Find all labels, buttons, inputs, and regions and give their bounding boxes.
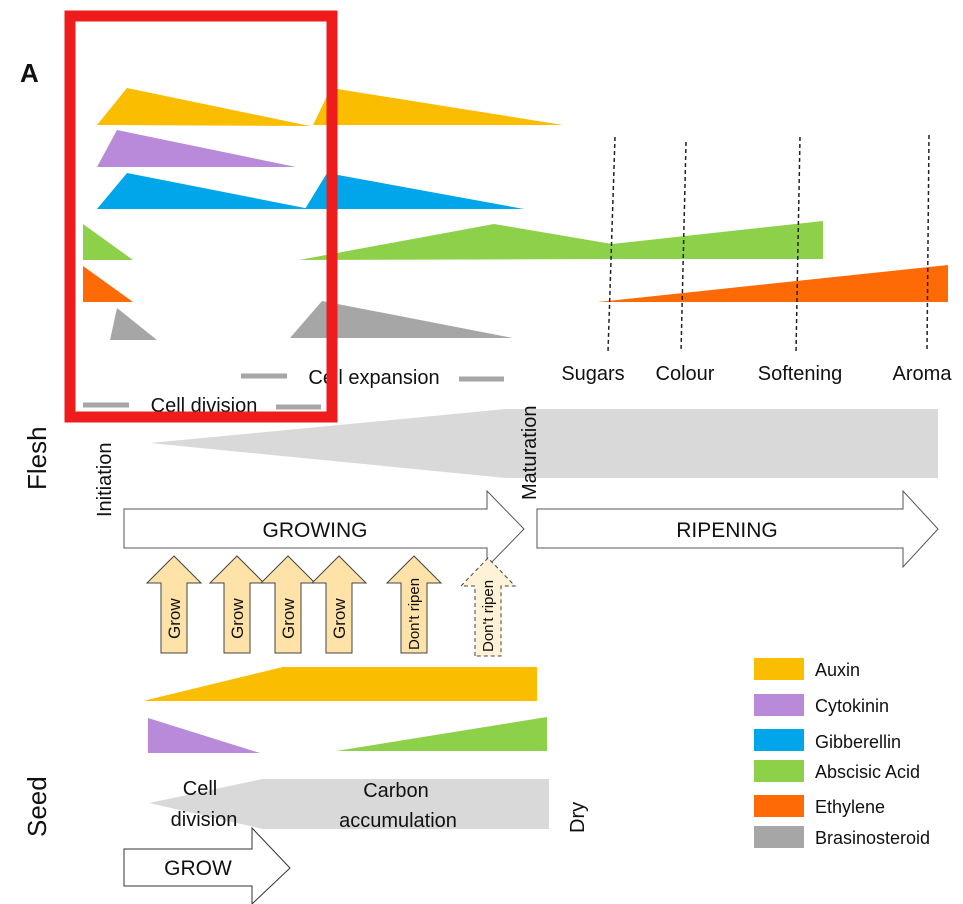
flesh-cytokinin-shape	[97, 130, 296, 167]
initiation-label: Initiation	[94, 443, 116, 518]
seed-aba-shape	[336, 717, 547, 751]
seed-cytokinin-shape	[148, 718, 260, 753]
seed-cell-division-label-line2: division	[171, 809, 238, 831]
flesh-auxin-shape-1	[97, 88, 310, 126]
ripening-trait-labels: Sugars Colour Softening Aroma	[561, 363, 952, 385]
legend-swatch-gibberellin	[754, 729, 804, 751]
signal-label-dont-ripen-1: Don't ripen	[406, 578, 423, 650]
legend-label-gibberellin: Gibberellin	[815, 732, 901, 752]
flesh-gibberellin-shape-2	[305, 173, 524, 209]
flesh-ethylene-shape-2	[598, 265, 948, 302]
seed-cell-division-label-line1: Cell	[183, 778, 217, 800]
flesh-brassinosteroid-shape-2	[290, 301, 513, 338]
ripening-arrow-label: RIPENING	[676, 519, 778, 542]
flesh-ethylene-shape-1	[83, 266, 133, 302]
trait-label-softening: Softening	[758, 363, 843, 385]
panel-label: A	[20, 58, 39, 88]
legend-item-abscisic-acid: Abscisic Acid	[754, 760, 920, 782]
trait-label-aroma: Aroma	[893, 363, 953, 385]
seed-carbon-label-line1: Carbon	[363, 780, 429, 802]
legend-swatch-ethylene	[754, 795, 804, 817]
flesh-gibberellin-shape-1	[97, 173, 310, 209]
legend-item-auxin: Auxin	[754, 658, 860, 680]
flesh-auxin-shape-2	[313, 88, 563, 125]
legend-item-brasinosteroid: Brasinosteroid	[754, 826, 930, 848]
flesh-brassinosteroid-shape-1	[110, 308, 157, 340]
signal-label-grow-4: Grow	[330, 598, 349, 639]
seed-hormone-profiles	[143, 667, 547, 753]
legend-swatch-auxin	[754, 658, 804, 680]
signal-arrow-grow-2: Grow	[210, 556, 264, 653]
legend-label-ethylene: Ethylene	[815, 797, 885, 817]
maturation-label: Maturation	[519, 406, 541, 501]
seed-grow-arrow: GROW	[124, 828, 290, 904]
legend-label-cytokinin: Cytokinin	[815, 696, 889, 716]
legend-item-ethylene: Ethylene	[754, 795, 885, 817]
flesh-stage-arrows: GROWING RIPENING	[124, 491, 938, 567]
signal-label-grow-1: Grow	[165, 598, 184, 639]
flesh-phase-indicators: Cell expansion Cell division	[83, 367, 504, 417]
legend-item-cytokinin: Cytokinin	[754, 694, 889, 716]
signal-label-dont-ripen-2: Don't ripen	[480, 580, 497, 652]
legend-swatch-abscisic-acid	[754, 760, 804, 782]
growing-arrow-label: GROWING	[263, 519, 368, 542]
legend: Auxin Cytokinin Gibberellin Abscisic Aci…	[754, 658, 930, 848]
seed-auxin-shape	[143, 667, 537, 701]
highlight-box	[70, 16, 332, 417]
signal-arrow-dont-ripen-2: Don't ripen	[461, 558, 515, 656]
flesh-side-label: Flesh	[22, 426, 52, 490]
legend-item-gibberellin: Gibberellin	[754, 729, 901, 752]
legend-label-abscisic-acid: Abscisic Acid	[815, 762, 920, 782]
signal-arrows: Grow Grow Grow Grow Don't ripen Don't ri…	[147, 556, 515, 656]
seed-side-label: Seed	[22, 776, 52, 837]
aroma-marker-line	[927, 135, 929, 350]
trait-label-colour: Colour	[656, 363, 715, 385]
seed-carbon-label-line2: accumulation	[339, 810, 457, 832]
seed-dry-label: Dry	[567, 802, 589, 833]
signal-arrow-grow-1: Grow	[147, 556, 201, 653]
legend-swatch-brasinosteroid	[754, 826, 804, 848]
signal-label-grow-3: Grow	[279, 598, 298, 639]
legend-swatch-cytokinin	[754, 694, 804, 716]
flesh-hormone-profiles	[83, 88, 948, 340]
trait-label-sugars: Sugars	[561, 363, 624, 385]
legend-label-brasinosteroid: Brasinosteroid	[815, 828, 930, 848]
seed-grow-arrow-label: GROW	[164, 857, 232, 880]
signal-arrow-grow-3: Grow	[261, 556, 315, 653]
signal-arrow-dont-ripen-1: Don't ripen	[387, 556, 441, 653]
flesh-aba-shape-2	[299, 221, 823, 260]
legend-label-auxin: Auxin	[815, 660, 860, 680]
signal-arrow-grow-4: Grow	[312, 556, 366, 653]
signal-label-grow-2: Grow	[228, 598, 247, 639]
flesh-aba-shape-1	[83, 224, 133, 260]
